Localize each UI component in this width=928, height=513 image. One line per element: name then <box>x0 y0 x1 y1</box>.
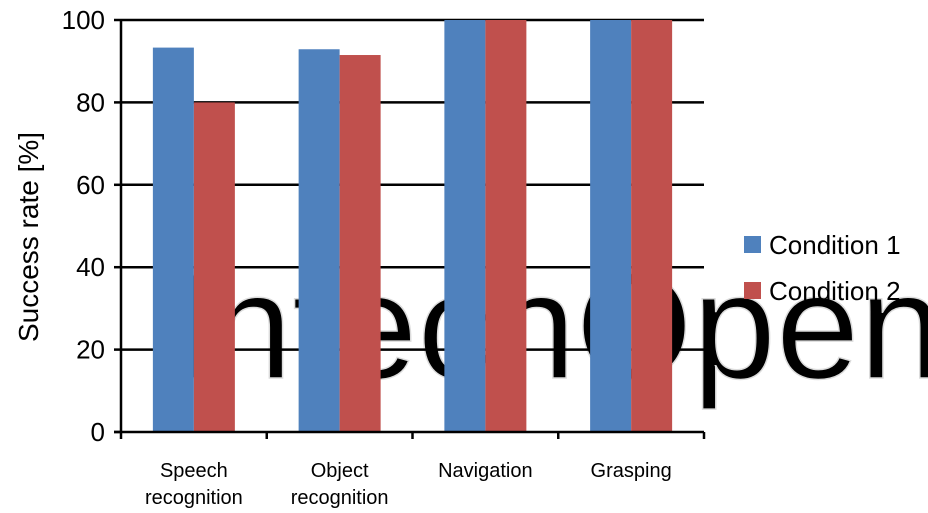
legend-label: Condition 1 <box>769 230 901 260</box>
x-tick-label: Grasping <box>591 460 672 482</box>
legend: Condition 1 Condition 2 <box>744 230 901 306</box>
svg-text:IntechOpen: IntechOpen <box>167 242 928 410</box>
axes <box>114 18 706 439</box>
y-tick-labels: 0 20 40 60 80 100 <box>62 5 105 447</box>
x-tick-label-line: Grasping <box>591 460 672 482</box>
x-tick-label-line: recognition <box>145 487 243 509</box>
bar-condition-1 <box>152 47 194 432</box>
x-tick-label-line: Speech <box>160 460 228 482</box>
y-axis-label: Success rate [%] <box>13 132 44 342</box>
x-tick-label-line: Navigation <box>438 460 533 482</box>
bar-condition-1 <box>298 49 340 432</box>
watermark: IntechOpen <box>166 241 928 411</box>
y-tick-label: 0 <box>91 417 105 447</box>
y-tick-label: 100 <box>62 5 105 35</box>
y-tick-label: 60 <box>76 170 105 200</box>
bar-condition-2 <box>193 102 235 433</box>
legend-swatch <box>744 282 761 299</box>
legend-swatch <box>744 236 761 253</box>
legend-label: Condition 2 <box>769 276 901 306</box>
y-tick-label: 20 <box>76 335 105 365</box>
bar-condition-2 <box>631 20 673 432</box>
bar-condition-1 <box>444 20 486 432</box>
bar-condition-2 <box>485 20 527 432</box>
x-tick-label: Object recognition <box>291 460 389 509</box>
bar-condition-2 <box>339 55 381 433</box>
y-tick-label: 40 <box>76 252 105 282</box>
bars-group <box>152 20 673 433</box>
x-tick-label-line: recognition <box>291 487 389 509</box>
x-tick-label: Speech recognition <box>145 460 243 509</box>
x-tick-label-line: Object <box>311 460 369 482</box>
x-tick-labels: Speech recognition Object recognition Naviga… <box>145 460 672 509</box>
bar-condition-1 <box>590 20 632 432</box>
y-tick-label: 80 <box>76 87 105 117</box>
x-tick-label: Navigation <box>438 460 533 482</box>
